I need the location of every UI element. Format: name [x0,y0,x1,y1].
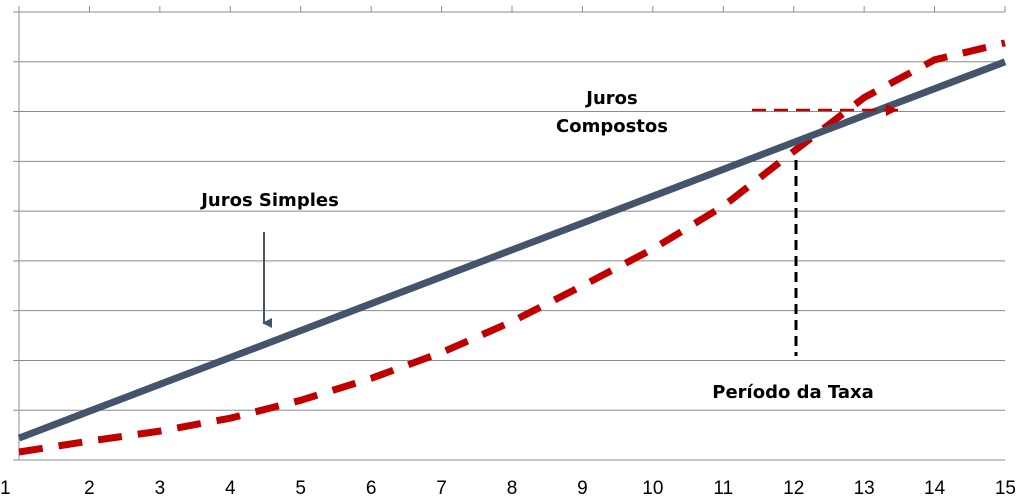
x-tick-label: 14 [924,478,946,497]
axes [13,11,20,461]
x-tick-labels: 1 2 3 4 5 6 7 8 9 10 11 12 13 14 15 [0,478,1016,497]
annotation-juros-compostos-line-2: Compostos [556,116,668,137]
x-tick-label: 13 [854,478,875,497]
series-lines [17,39,1007,456]
series-line-juros-compostos [18,39,1006,456]
x-tick-label: 15 [995,478,1016,497]
x-tick-label: 7 [436,478,447,497]
x-tick-label: 8 [507,478,518,497]
x-tick-label: 10 [642,478,663,497]
annotation-juros-compostos-line-1: Juros [584,88,637,109]
x-tick-label: 2 [84,478,95,497]
x-tick-label: 1 [0,478,11,497]
annotation-periodo-da-taxa: Período da Taxa [712,382,874,403]
x-tick-label: 3 [155,478,166,497]
x-tick-label: 5 [295,478,306,497]
x-tick-label: 11 [713,478,733,497]
x-tick-label: 6 [366,478,377,497]
series-line-juros-simples [17,58,1007,442]
x-tick-label: 9 [577,478,588,497]
annotation-juros-simples: Juros Simples [199,190,339,211]
x-tick-marks [18,6,1006,12]
gridlines [19,11,1005,461]
x-tick-label: 12 [783,478,804,497]
x-tick-label: 4 [225,478,236,497]
